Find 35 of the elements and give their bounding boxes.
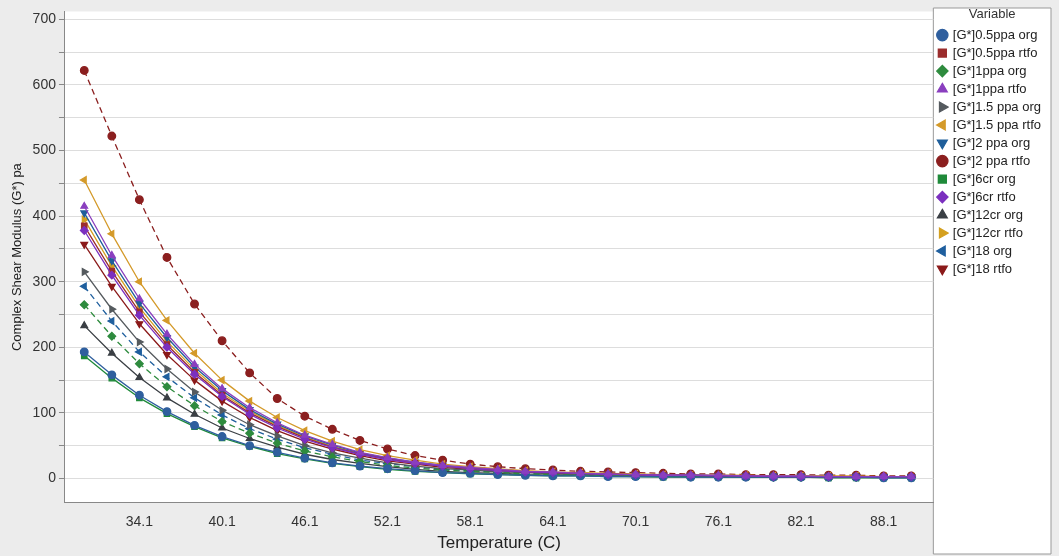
x-tick-label: 46.1 — [291, 513, 319, 530]
x-tick-label: 76.1 — [704, 513, 733, 530]
legend-label: [G*]12cr rtfo — [952, 224, 1023, 240]
legend-label: [G*]1.5 ppa org — [952, 98, 1041, 114]
x-tick-label: 70.1 — [621, 513, 650, 530]
x-tick-label: 52.1 — [373, 513, 402, 530]
legend-label: [G*]6cr org — [952, 170, 1016, 186]
y-tick-label: 100 — [32, 403, 57, 420]
y-tick-label: 500 — [32, 141, 57, 158]
y-tick-label: 200 — [32, 338, 57, 355]
x-axis-title: Temperature (C) — [437, 533, 562, 553]
y-axis-title: Complex Shear Modulus (G*) pa — [9, 162, 25, 352]
x-tick-label: 64.1 — [539, 513, 567, 530]
legend-label: [G*]1.5 ppa rtfo — [952, 116, 1041, 132]
legend-label: [G*]18 rtfo — [952, 260, 1013, 276]
y-tick-label: 0 — [48, 469, 57, 486]
legend-title: Variable — [968, 6, 1016, 22]
x-tick-label: 88.1 — [870, 513, 898, 530]
legend-label: [G*]18 org — [952, 242, 1013, 258]
y-tick-label: 600 — [32, 75, 57, 92]
legend-label: [G*]0.5ppa org — [952, 26, 1038, 42]
x-tick-label: 82.1 — [787, 513, 815, 530]
legend-label: [G*]12cr org — [952, 206, 1023, 222]
x-tick-label: 40.1 — [208, 513, 236, 530]
legend-label: [G*]1ppa rtfo — [952, 80, 1027, 96]
legend-label: [G*]2 ppa rtfo — [952, 152, 1031, 168]
y-tick-label: 300 — [32, 272, 57, 289]
y-tick-label: 400 — [32, 206, 57, 223]
legend-label: [G*]0.5ppa rtfo — [952, 44, 1038, 60]
legend-label: [G*]2 ppa org — [952, 134, 1031, 150]
legend-label: [G*]6cr rtfo — [952, 188, 1016, 204]
x-tick-label: 34.1 — [125, 513, 154, 530]
legend-label: [G*]1ppa org — [952, 62, 1027, 78]
y-tick-label: 700 — [32, 10, 57, 27]
x-tick-label: 58.1 — [456, 513, 485, 530]
